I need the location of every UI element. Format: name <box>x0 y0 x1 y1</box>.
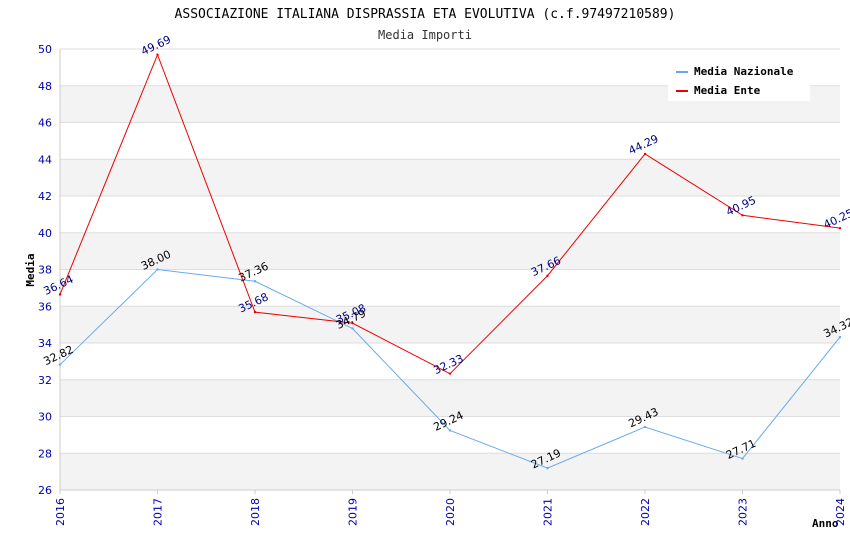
data-point-media-nazionale <box>643 425 647 429</box>
data-point-media-nazionale <box>838 335 842 339</box>
x-tick-label: 2024 <box>834 498 847 526</box>
data-point-media-nazionale <box>546 466 549 470</box>
legend-box <box>668 59 810 101</box>
grid-band <box>60 379 840 417</box>
x-tick-label: 2019 <box>347 498 360 526</box>
data-point-media-ente <box>448 372 452 375</box>
grid-band <box>60 453 840 490</box>
data-point-media-ente <box>253 310 257 314</box>
grid-band <box>60 232 840 270</box>
x-axis-label: Anno <box>812 517 839 530</box>
y-tick-label: 40 <box>38 227 52 240</box>
legend-label-media-ente: Media Ente <box>694 84 761 97</box>
data-label-media-ente: 49.69 <box>139 33 173 58</box>
legend: Media Nazionale Media Ente <box>668 59 810 101</box>
x-tick-label: 2022 <box>639 498 652 526</box>
y-tick-label: 38 <box>38 264 52 277</box>
data-point-media-ente <box>546 274 549 277</box>
data-label-media-ente: 36.64 <box>41 273 75 298</box>
chart-title: ASSOCIAZIONE ITALIANA DISPRASSIA ETA EVO… <box>175 7 676 22</box>
x-tick-label: 2021 <box>542 498 555 526</box>
x-tick-label: 2020 <box>444 498 457 526</box>
legend-label-media-nazionale: Media Nazionale <box>694 65 794 78</box>
series-group <box>58 53 842 470</box>
y-tick-label: 32 <box>38 374 52 387</box>
data-point-media-ente <box>741 214 744 217</box>
y-tick-label: 28 <box>38 447 52 460</box>
data-point-media-ente <box>156 53 159 56</box>
grid-band <box>60 306 840 343</box>
y-tick-label: 48 <box>38 80 52 93</box>
x-tick-labels: 2016 2017 2018 2019 2020 2021 2022 2023 2024 <box>54 490 847 526</box>
y-tick-label: 44 <box>38 153 52 166</box>
y-tick-label: 34 <box>38 337 52 350</box>
data-label-media-ente: 44.29 <box>626 132 660 157</box>
data-point-media-ente <box>838 226 842 230</box>
data-point-media-nazionale <box>156 268 159 271</box>
x-tick-label: 2017 <box>152 498 165 526</box>
x-tick-label: 2018 <box>249 498 262 526</box>
x-tick-label: 2016 <box>54 498 67 526</box>
data-point-media-ente <box>643 152 647 156</box>
y-tick-label: 26 <box>38 484 52 497</box>
data-point-media-ente <box>351 321 354 325</box>
x-tick-label: 2023 <box>737 498 750 526</box>
y-tick-labels: 26 28 30 32 34 36 38 40 42 44 46 48 50 <box>38 43 52 497</box>
data-point-media-nazionale <box>253 280 257 283</box>
data-point-media-ente <box>58 293 62 296</box>
data-point-media-nazionale <box>741 457 744 460</box>
y-tick-label: 36 <box>38 300 52 313</box>
chart-subtitle: Media Importi <box>378 28 472 42</box>
data-point-media-nazionale <box>58 363 62 366</box>
grid-band <box>60 159 840 196</box>
data-point-media-nazionale <box>448 429 452 432</box>
y-tick-label: 30 <box>38 411 52 424</box>
y-axis-label: Media <box>24 253 37 286</box>
y-tick-label: 46 <box>38 117 52 130</box>
y-tick-label: 50 <box>38 43 52 56</box>
data-point-media-nazionale <box>351 327 354 330</box>
y-tick-label: 42 <box>38 190 52 203</box>
grid-bands <box>60 85 840 490</box>
